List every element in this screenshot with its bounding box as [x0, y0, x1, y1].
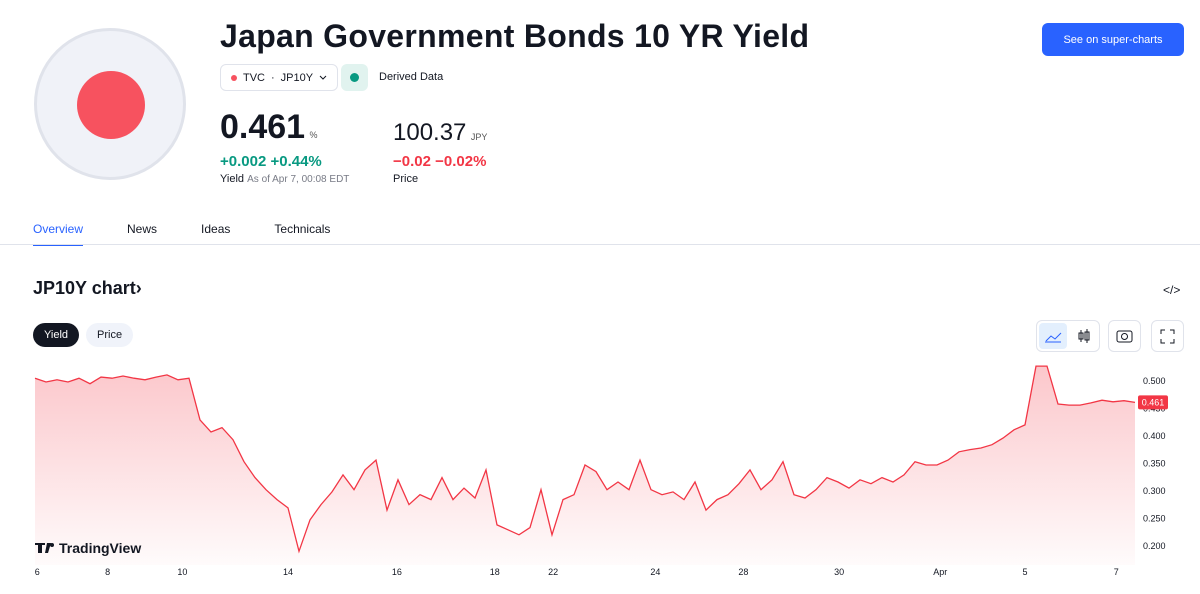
price-label: Price — [393, 173, 419, 185]
title: Japan Government Bonds 10 YR Yield — [220, 18, 810, 54]
area — [35, 366, 1135, 565]
change-pct: +0.44% — [270, 153, 322, 170]
x-tick-label: 16 — [392, 567, 402, 577]
yield-unit: % — [309, 130, 318, 140]
x-tick-label: 28 — [738, 567, 748, 577]
camera-icon — [1116, 330, 1133, 343]
chart-style-group — [1036, 320, 1100, 352]
last-value-badge — [1138, 395, 1168, 410]
tab[interactable]: News — [127, 222, 158, 236]
fullscreen-button[interactable] — [1151, 320, 1184, 352]
chevron — [319, 75, 327, 80]
x-tick-label: 22 — [548, 567, 558, 577]
price-quote: 100.37 JPY — [393, 119, 487, 147]
derived-label: Derived Data — [379, 71, 444, 83]
change: +0.002 — [220, 153, 267, 170]
toggle[interactable]: Price — [86, 323, 134, 347]
change: −0.02 — [393, 153, 431, 170]
symbol: JP10Y — [280, 71, 314, 84]
y-tick-label: 0.250 — [1143, 513, 1166, 523]
source: TVC — [243, 71, 265, 84]
yield-quote: 0.461 % — [220, 108, 318, 147]
yield-meta: Yield As of Apr 7, 00:08 EDT — [220, 173, 349, 185]
y-tick-label: 0.500 — [1143, 376, 1166, 386]
yield-change: +0.002 +0.44% — [220, 153, 322, 170]
x-tick-label: 6 — [35, 567, 40, 577]
x-tick-label: 10 — [177, 567, 187, 577]
x-tick-label: 14 — [283, 567, 293, 577]
label: Yield — [220, 173, 245, 185]
x-tick-label: Apr — [933, 567, 947, 577]
embed-icon[interactable]: </> — [1163, 283, 1181, 297]
chart-title[interactable]: JP10Y chart› — [33, 278, 142, 298]
derived-icon — [341, 64, 368, 91]
y-tick-label: 0.400 — [1143, 431, 1166, 441]
price-unit: JPY — [470, 132, 488, 142]
divider — [0, 244, 1200, 245]
watermark: TradingView — [35, 540, 141, 556]
x-tick-label: 8 — [105, 567, 110, 577]
price-change: −0.02 −0.02% — [393, 153, 486, 170]
tab[interactable]: Overview — [33, 222, 84, 246]
tabs: Overview News Ideas Technicals — [33, 222, 374, 246]
tab[interactable]: Ideas — [201, 222, 231, 236]
y-tick-label: 0.300 — [1143, 486, 1166, 496]
change-pct: −0.02% — [435, 153, 487, 170]
tab[interactable]: Technicals — [274, 222, 331, 236]
symbol-chip[interactable]: TVC · JP10Y — [220, 64, 339, 91]
x-tick-label: 30 — [834, 567, 844, 577]
price-value: 100.37 — [393, 119, 467, 146]
flag-icon — [34, 28, 186, 180]
watermark-text: TradingView — [59, 540, 141, 556]
chart: TradingView 0.5000.4500.4000.3500.3000.2… — [35, 365, 1168, 577]
style-icons — [1039, 323, 1090, 349]
x-tick-label: 7 — [1114, 567, 1119, 577]
as-of: As of Apr 7, 00:08 EDT — [247, 174, 350, 185]
y-tick-label: 0.200 — [1143, 541, 1166, 551]
chart-title-text: JP10Y chart — [33, 278, 136, 298]
x-tick-label: 18 — [490, 567, 500, 577]
y-tick-label: 0.350 — [1143, 458, 1166, 468]
supercharts-button[interactable]: See on super-charts — [1042, 23, 1184, 56]
snapshot-button[interactable] — [1108, 320, 1141, 352]
yield-value: 0.461 — [220, 108, 306, 146]
x-tick-label: 24 — [650, 567, 660, 577]
x-tick-label: 5 — [1022, 567, 1027, 577]
fullscreen-icon — [1160, 329, 1175, 344]
toggle[interactable]: Yield — [33, 323, 80, 347]
last-value-label: 0.461 — [1142, 397, 1165, 407]
